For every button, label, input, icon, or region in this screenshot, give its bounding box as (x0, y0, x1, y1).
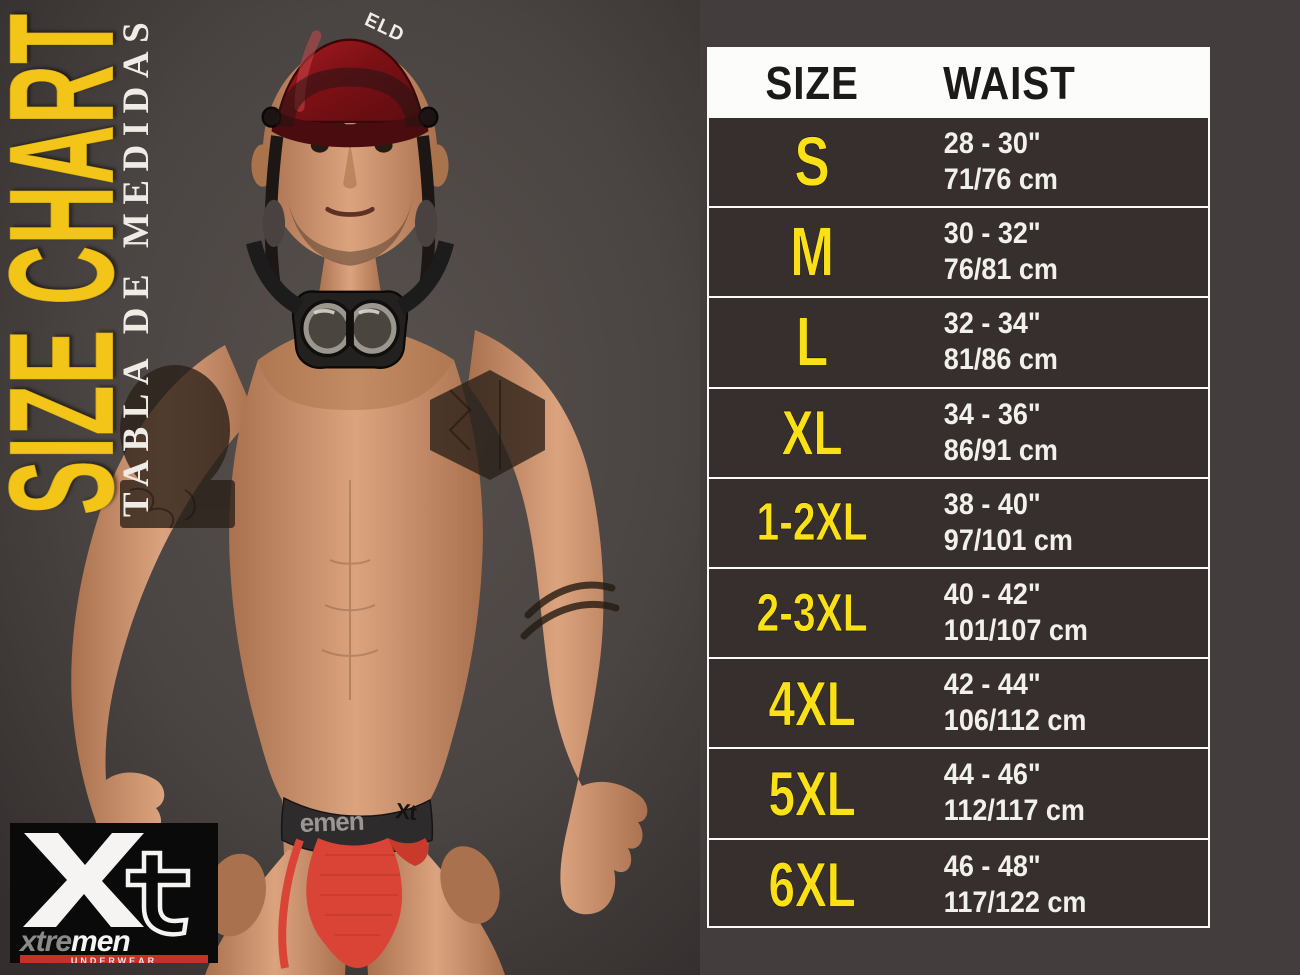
svg-text:emen: emen (299, 806, 364, 838)
svg-text:xtremen: xtremen (18, 925, 130, 958)
svg-text:UNDERWEAR: UNDERWEAR (71, 956, 157, 963)
